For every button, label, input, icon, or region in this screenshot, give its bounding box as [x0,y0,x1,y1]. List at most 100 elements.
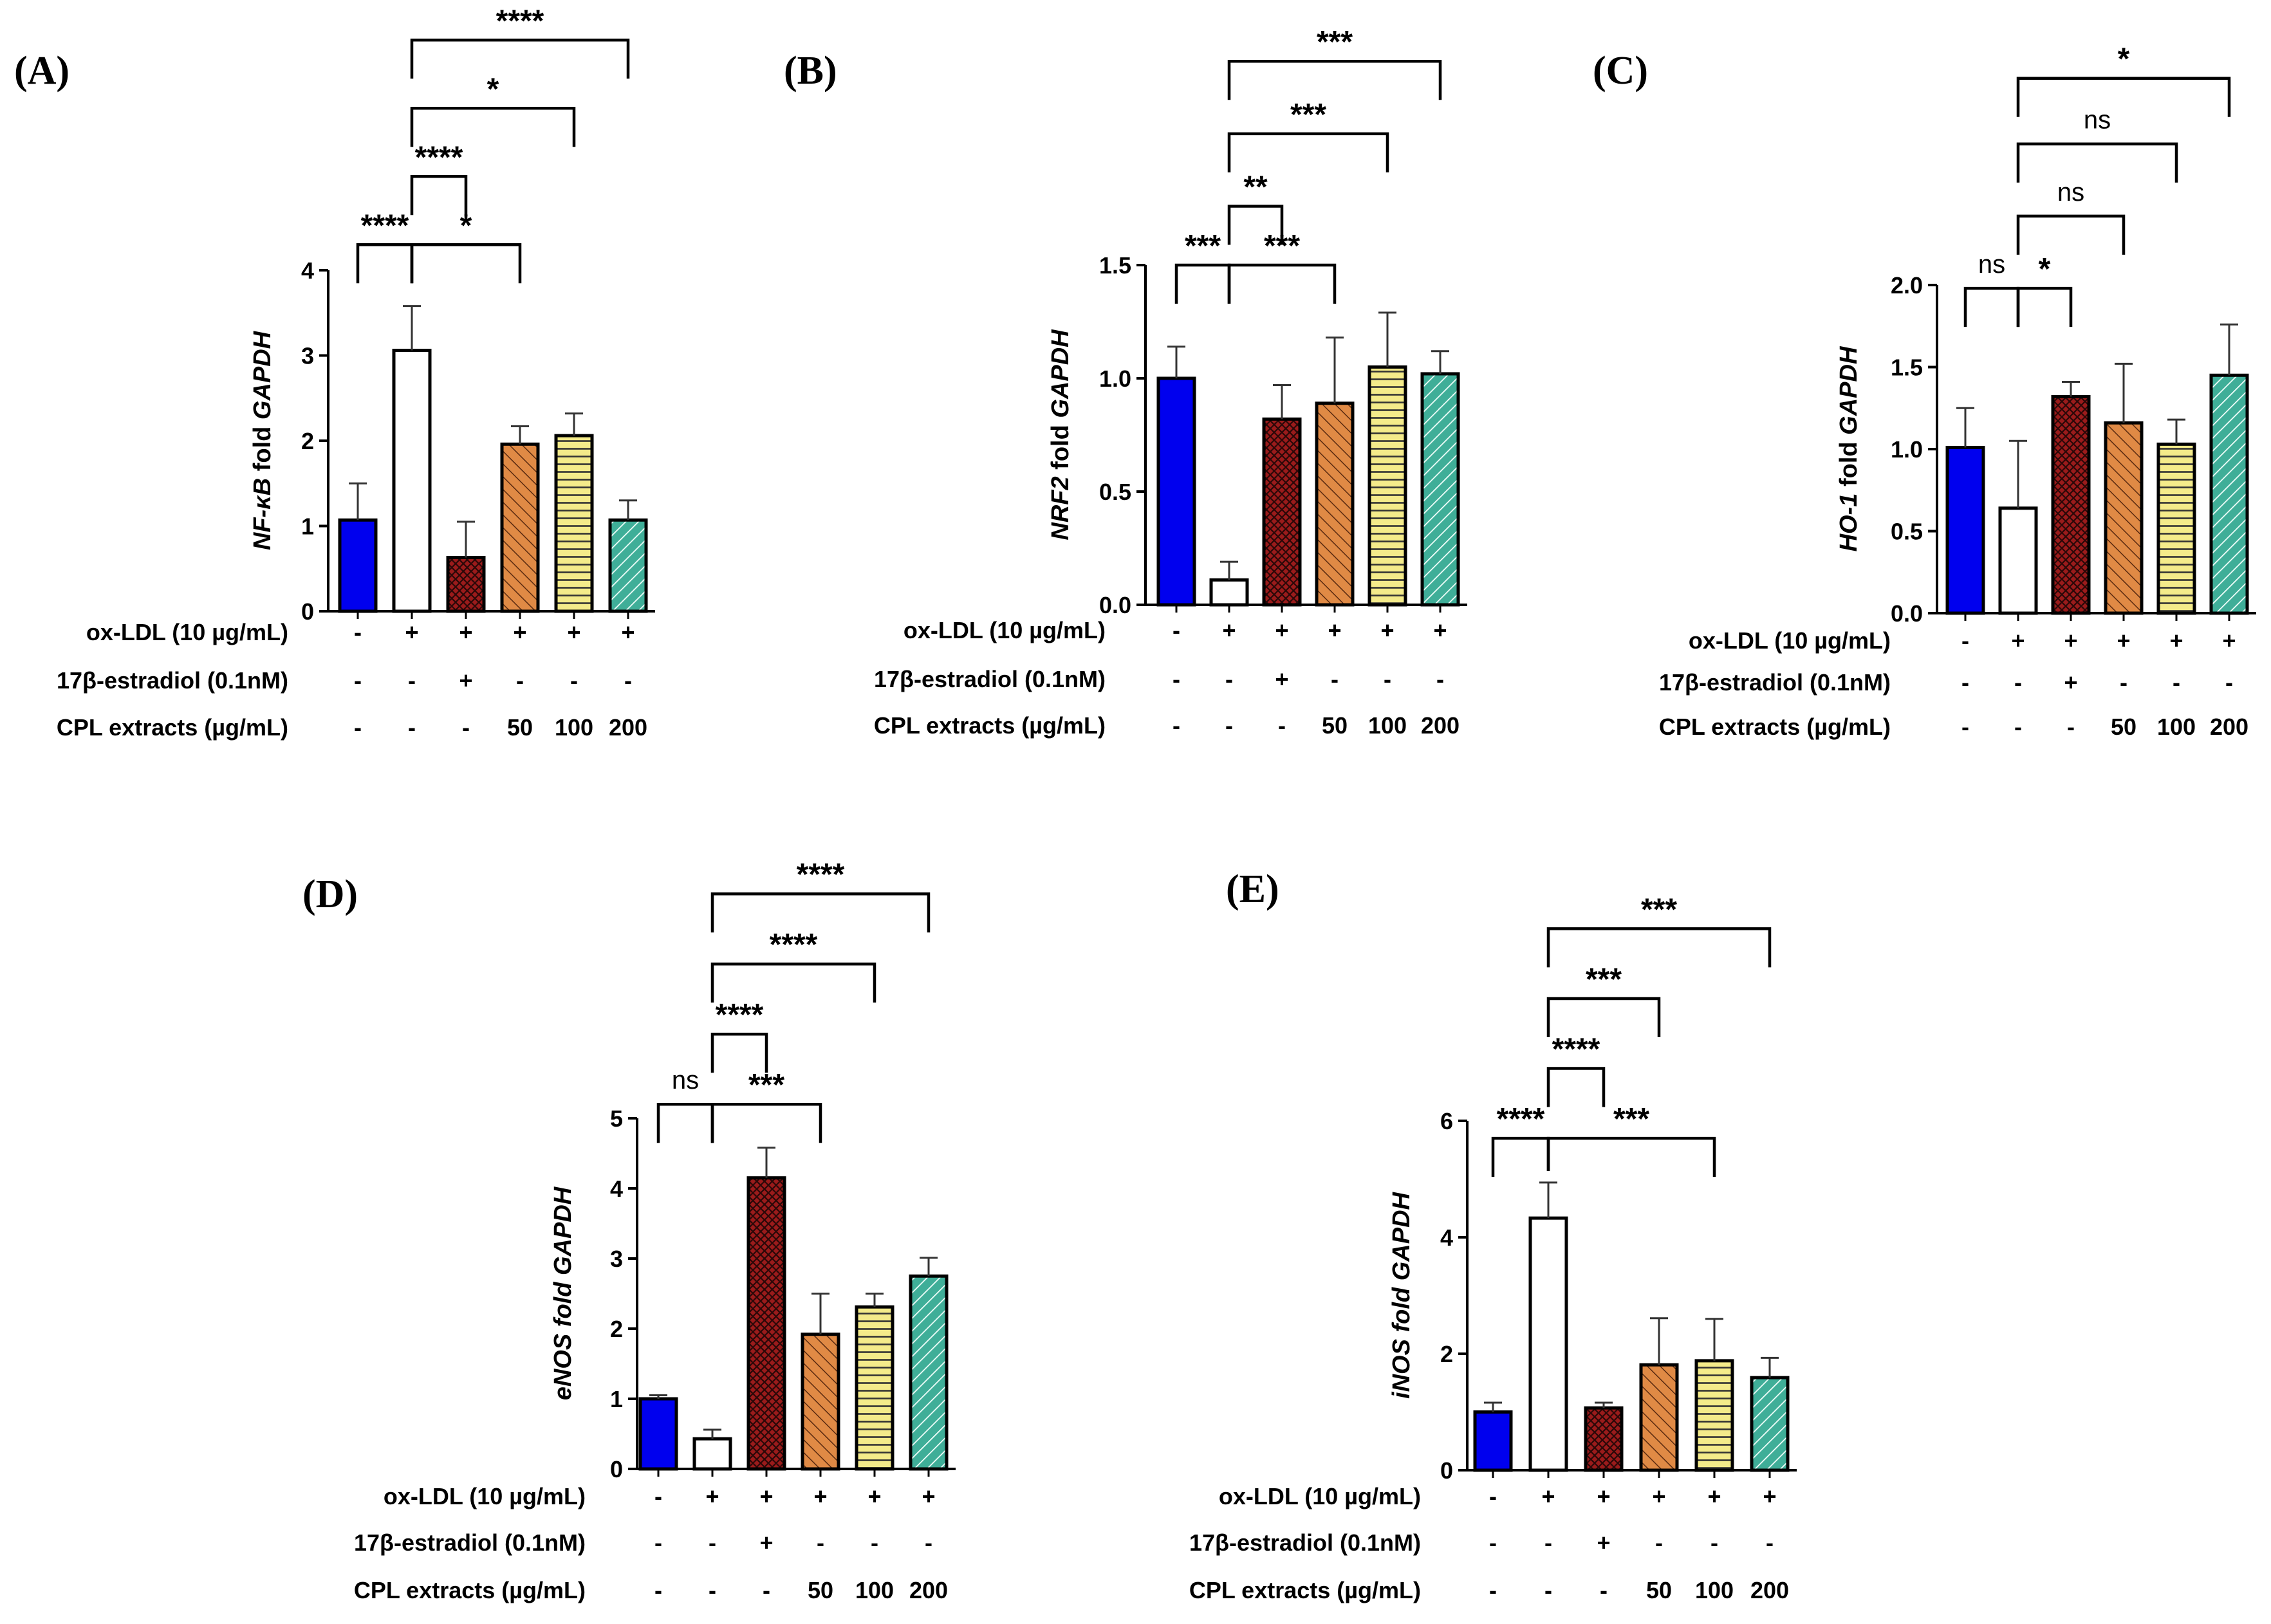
bar-2 [1998,506,2038,615]
bar-5 [855,1305,894,1471]
condition-value: - [570,667,578,694]
bar-5 [2156,442,2196,615]
bar-3 [1262,417,1302,607]
condition-value: + [513,619,526,645]
significance-bracket [710,892,931,933]
significance-label: ns [1978,250,2005,279]
significance-label: * [2118,42,2130,77]
condition-row-label: CPL extracts (µg/mL) [1659,714,1891,740]
condition-row-label: 17β-estradiol (0.1nM) [1659,669,1891,696]
condition-value: 200 [1750,1577,1789,1603]
condition-value: - [2225,669,2233,696]
condition-value: + [2064,669,2077,696]
condition-value: - [1173,617,1180,643]
significance-label: **** [797,858,845,892]
condition-row-label: ox-LDL (10 µg/mL) [384,1483,586,1509]
condition-value: 50 [2111,714,2137,740]
condition-value: + [922,1483,935,1509]
condition-row-label: ox-LDL (10 µg/mL) [904,617,1106,643]
condition-value: + [1763,1483,1776,1509]
condition-value: - [1489,1577,1497,1603]
panel-label: (C) [1593,49,1648,93]
bar-5 [1694,1359,1734,1472]
significance-bracket [356,243,414,284]
y-tick-label: 4 [1440,1224,1453,1251]
bar-2 [1209,578,1249,607]
condition-value: - [408,714,416,741]
y-tick-label: 2.0 [1891,272,1923,299]
condition-value: 100 [555,714,593,741]
condition-value: - [2067,714,2075,740]
condition-value: + [1652,1483,1665,1509]
significance-label: *** [1185,229,1221,263]
condition-value: + [459,619,472,645]
condition-value: + [1433,617,1447,643]
y-tick-label: 0.0 [1099,592,1131,618]
bar-4 [801,1333,840,1471]
significance-bracket [710,962,876,1003]
significance-bracket [410,175,468,216]
significance-label: **** [1552,1033,1600,1067]
significance-label: **** [770,928,818,962]
y-tick-label: 4 [301,257,314,284]
condition-value: + [705,1483,719,1509]
condition-value: - [1225,712,1233,739]
significance-label: * [487,72,499,106]
condition-value: + [759,1529,773,1556]
condition-value: - [624,667,632,694]
condition-value: - [1544,1577,1552,1603]
bar-3 [2051,394,2091,615]
condition-value: 100 [855,1577,894,1603]
condition-row-label: 17β-estradiol (0.1nM) [874,666,1106,692]
condition-value: 200 [909,1577,948,1603]
condition-value: - [817,1529,824,1556]
condition-value: + [2169,627,2183,654]
condition-value: + [1328,617,1341,643]
condition-value: 50 [808,1577,833,1603]
y-axis-label-gene: HO-1 [1835,494,1862,552]
bar-2 [1528,1216,1568,1472]
condition-value: - [2014,714,2022,740]
significance-label: ns [2057,178,2084,207]
significance-label: *** [748,1068,784,1102]
significance-bracket [1227,132,1389,172]
condition-value: 200 [1421,712,1460,739]
condition-value: + [2222,627,2236,654]
y-axis-label: NRF2 fold GAPDH [1047,329,1074,540]
bar-1 [338,518,378,613]
y-tick-label: 0 [1440,1457,1453,1484]
y-tick-label: 0.5 [1099,479,1131,505]
panel-label: (A) [14,49,70,93]
condition-value: 100 [1368,712,1407,739]
condition-value: - [654,1483,662,1509]
y-axis-label-ref: GAPDH [249,330,276,420]
significance-label: *** [1641,892,1677,927]
bar-1 [638,1397,678,1471]
condition-value: 100 [1695,1577,1734,1603]
y-axis-label-mid: fold [550,1275,577,1334]
y-tick-label: 6 [1440,1108,1453,1134]
condition-value: - [408,667,416,694]
bar-3 [1584,1406,1624,1472]
y-tick-label: 4 [610,1176,623,1202]
y-tick-label: 1 [610,1386,623,1412]
y-axis-label-gene: eNOS [550,1334,577,1400]
condition-value: - [1384,666,1391,692]
condition-value: - [871,1529,878,1556]
y-axis-label: NF-κB fold GAPDH [249,330,276,550]
y-axis-label-mid: fold [1388,1280,1415,1339]
condition-value: + [621,619,635,645]
chart-panel-c: (C) 0.0 0.5 1.0 1.5 2.0 HO-1 fold GAPDH ns * ns ns… [1593,42,2256,740]
condition-value: - [2014,669,2022,696]
condition-value: 200 [2210,714,2248,740]
condition-value: - [462,714,470,741]
condition-value: 50 [1322,712,1348,739]
condition-value: + [1275,617,1288,643]
significance-bracket [2016,142,2178,183]
bar-3 [446,556,486,613]
bar-6 [2209,373,2249,615]
y-tick-label: 3 [610,1246,623,1272]
significance-bracket [710,1102,822,1143]
condition-value: - [354,619,362,645]
